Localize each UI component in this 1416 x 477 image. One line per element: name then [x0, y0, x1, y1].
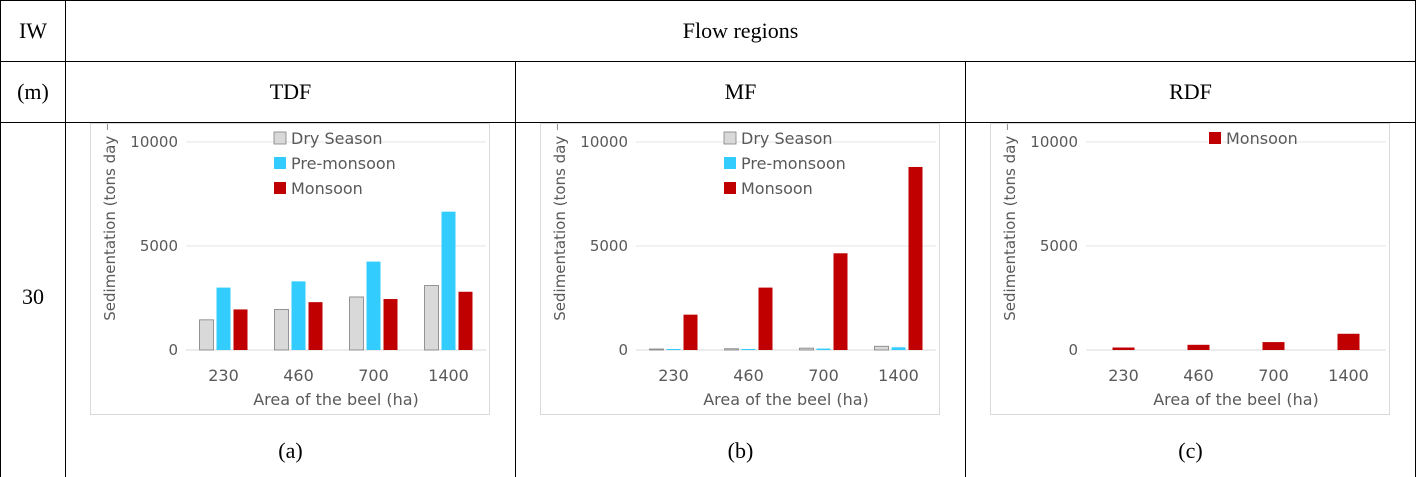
header-region-rdf: RDF: [1169, 79, 1212, 104]
bar: [816, 348, 831, 350]
bar: [274, 309, 289, 351]
x-tick-label: 230: [208, 366, 239, 385]
bar: [758, 287, 773, 350]
bar: [741, 349, 756, 350]
caption-b: (b): [727, 438, 754, 463]
caption-a: (a): [278, 438, 303, 463]
chart-panel-a: 0 5000 10000 Sedimentation (tons day ⁻¹) 230…: [90, 111, 490, 415]
legend-label: Monsoon: [291, 179, 363, 198]
y-tick-label: 5000: [140, 237, 178, 255]
table-col-sep-3: [965, 62, 966, 477]
bar: [308, 302, 323, 350]
y-tick-label: 5000: [1040, 237, 1078, 255]
chart-b-svg: 0 5000 10000 Sedimentation (tons day ⁻¹) 230…: [551, 111, 936, 409]
bar: [424, 285, 439, 351]
legend-label: Dry Season: [291, 129, 383, 148]
table-col-sep-1: [65, 0, 66, 477]
x-tick-label: 460: [1183, 366, 1214, 385]
bar: [1187, 344, 1210, 350]
legend-swatch: [724, 182, 736, 194]
legend-label: Pre-monsoon: [741, 154, 846, 173]
x-axis-label: Area of the beel (ha): [703, 390, 869, 409]
table-border-top: [0, 0, 1416, 1]
header-unit: (m): [17, 79, 49, 104]
bar: [441, 211, 456, 350]
chart-panel-b: 0 5000 10000 Sedimentation (tons day ⁻¹) 230…: [540, 111, 940, 415]
bar: [366, 261, 381, 350]
y-tick-label: 10000: [130, 133, 178, 151]
x-tick-label: 460: [283, 366, 314, 385]
y-axis-label: Sedimentation (tons day ⁻¹): [101, 124, 119, 321]
bar: [874, 345, 889, 351]
header-flow-regions: Flow regions: [682, 18, 799, 43]
bar: [233, 309, 248, 350]
y-axis-label: Sedimentation (tons day ⁻¹): [1001, 124, 1019, 321]
chart-a-svg: 0 5000 10000 Sedimentation (tons day ⁻¹) 230…: [101, 111, 486, 409]
legend-swatch: [274, 157, 286, 169]
bar: [1112, 347, 1135, 350]
header-iw: IW: [18, 18, 48, 43]
x-axis-label: Area of the beel (ha): [1153, 390, 1319, 409]
x-tick-label: 460: [733, 366, 764, 385]
legend-swatch: [274, 182, 286, 194]
bar: [833, 253, 848, 350]
legend-swatch: [723, 131, 737, 145]
caption-c: (c): [1178, 438, 1203, 463]
x-tick-label: 230: [658, 366, 689, 385]
bar: [199, 319, 214, 351]
x-tick-label: 1400: [878, 366, 919, 385]
y-tick-label: 5000: [590, 237, 628, 255]
x-tick-label: 230: [1108, 366, 1139, 385]
y-axis-label: Sedimentation (tons day ⁻¹): [551, 124, 569, 321]
y-tick-label: 0: [1068, 341, 1078, 359]
row-iw-value: 30: [22, 284, 44, 309]
legend-label: Monsoon: [1226, 129, 1298, 148]
x-tick-label: 1400: [1328, 366, 1369, 385]
bar: [383, 299, 398, 350]
legend-swatch: [273, 131, 287, 145]
x-tick-label: 700: [808, 366, 839, 385]
bar: [349, 296, 364, 351]
bar: [666, 349, 681, 350]
bar: [891, 347, 906, 350]
bar: [799, 347, 814, 351]
bar: [216, 287, 231, 350]
x-tick-label: 1400: [428, 366, 469, 385]
bar: [683, 314, 698, 350]
table-col-sep-2: [515, 62, 516, 477]
legend-swatch: [1209, 132, 1221, 144]
table-rule-2: [0, 122, 1416, 123]
y-tick-label: 0: [168, 341, 178, 359]
x-tick-label: 700: [1258, 366, 1289, 385]
bar: [458, 291, 473, 350]
chart-c-svg: 0 5000 10000 Sedimentation (tons day ⁻¹) 230…: [1001, 111, 1386, 409]
y-tick-label: 10000: [1030, 133, 1078, 151]
header-region-mf: MF: [724, 79, 757, 104]
legend-swatch: [724, 157, 736, 169]
bar: [724, 348, 739, 351]
table-border-left: [0, 0, 1, 477]
bar: [908, 166, 923, 350]
table-rule-1: [0, 61, 1416, 62]
x-tick-label: 700: [358, 366, 389, 385]
bar: [1337, 333, 1360, 350]
legend-label: Pre-monsoon: [291, 154, 396, 173]
x-axis-label: Area of the beel (ha): [253, 390, 419, 409]
legend-label: Dry Season: [741, 129, 833, 148]
header-region-tdf: TDF: [269, 79, 312, 104]
bar: [291, 281, 306, 350]
legend-label: Monsoon: [741, 179, 813, 198]
y-tick-label: 0: [618, 341, 628, 359]
chart-panel-c: 0 5000 10000 Sedimentation (tons day ⁻¹) 230…: [990, 111, 1390, 415]
y-tick-label: 10000: [580, 133, 628, 151]
bar: [1262, 342, 1285, 350]
bar: [649, 348, 664, 351]
